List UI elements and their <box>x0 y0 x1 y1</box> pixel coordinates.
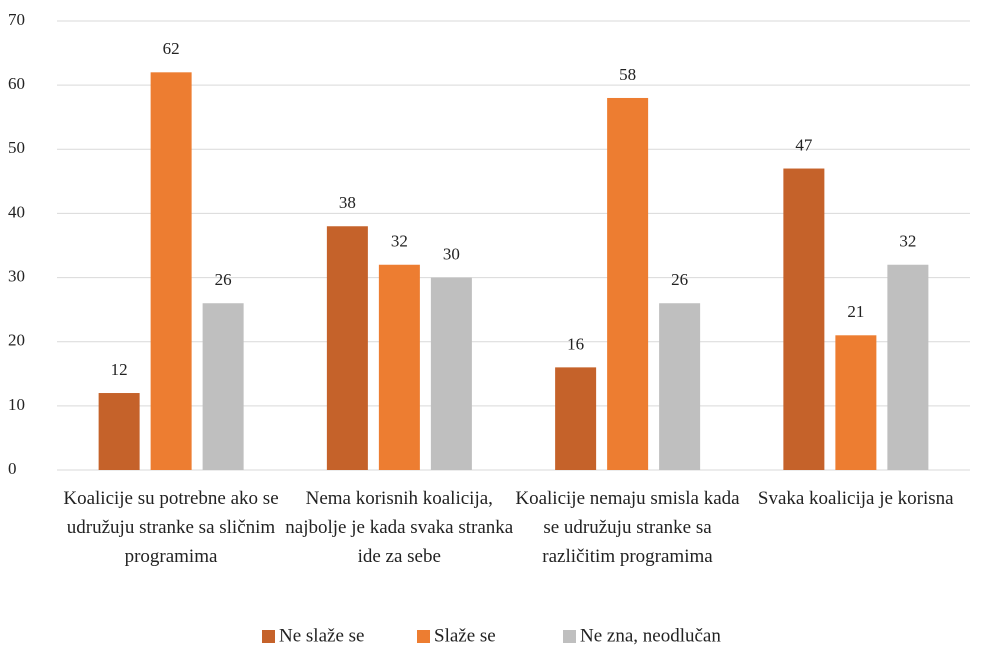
legend-label: Slaže se <box>434 625 496 646</box>
value-label: 62 <box>163 39 180 58</box>
legend-label: Ne zna, neodlučan <box>580 625 721 646</box>
y-tick-label: 0 <box>8 459 17 478</box>
y-tick-label: 20 <box>8 331 25 350</box>
y-tick-label: 70 <box>8 10 25 29</box>
bar <box>783 168 825 470</box>
x-tick-label: Koalicije nemaju smisla kada se udružuju… <box>515 488 740 567</box>
bar <box>202 303 244 470</box>
value-label: 26 <box>671 270 688 289</box>
value-label: 30 <box>443 244 460 263</box>
value-label: 38 <box>339 193 356 212</box>
value-label: 26 <box>215 270 232 289</box>
value-label: 32 <box>391 232 408 251</box>
bar <box>150 72 192 471</box>
x-tick-label: Koalicije su potrebne ako se udružuju st… <box>63 488 279 567</box>
y-tick-label: 10 <box>8 395 25 414</box>
legend-label: Ne slaže se <box>279 625 364 646</box>
x-tick-label: Svaka koalicija je korisna <box>757 488 954 509</box>
value-label: 32 <box>899 232 916 251</box>
y-tick-label: 40 <box>8 202 25 221</box>
value-label: 21 <box>847 302 864 321</box>
bar <box>607 97 649 470</box>
bar <box>835 335 877 470</box>
legend-swatch <box>262 630 275 643</box>
value-label: 58 <box>619 65 636 84</box>
bar <box>659 303 701 470</box>
y-tick-label: 30 <box>8 266 25 285</box>
bar <box>887 264 929 470</box>
bar <box>378 264 420 470</box>
bar <box>326 226 368 470</box>
bar <box>430 277 472 470</box>
value-label: 12 <box>111 360 128 379</box>
y-tick-label: 60 <box>8 74 25 93</box>
legend-swatch <box>417 630 430 643</box>
bar <box>555 367 597 470</box>
value-label: 16 <box>567 334 584 353</box>
legend-swatch <box>563 630 576 643</box>
bar <box>98 393 140 470</box>
value-label: 47 <box>795 135 813 154</box>
x-tick-label: Nema korisnih koalicija, najbolje je kad… <box>285 488 514 567</box>
y-tick-label: 50 <box>8 138 25 157</box>
